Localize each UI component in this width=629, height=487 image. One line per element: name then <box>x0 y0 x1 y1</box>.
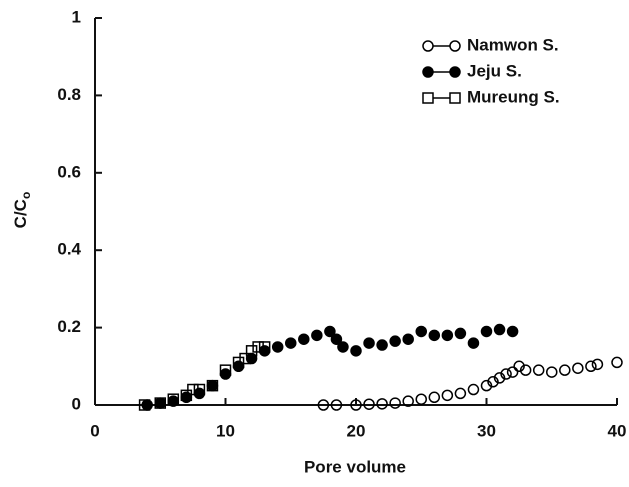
legend-marker <box>449 40 461 52</box>
legend-label: Mureung S. <box>467 87 560 106</box>
marker <box>271 341 284 353</box>
marker <box>480 325 493 338</box>
marker <box>402 333 414 345</box>
marker <box>493 323 506 336</box>
x-tick-label: 30 <box>477 421 496 440</box>
marker <box>415 325 427 338</box>
legend-label: Jeju S. <box>467 61 522 80</box>
marker <box>415 393 427 405</box>
marker <box>402 395 414 407</box>
marker <box>363 398 375 410</box>
y-tick-label: 0.2 <box>57 317 81 336</box>
marker <box>572 362 584 374</box>
marker <box>532 364 545 376</box>
marker <box>154 397 166 409</box>
x-tick-label: 40 <box>608 421 627 440</box>
y-label-main: C/C <box>11 199 30 228</box>
marker <box>441 329 454 342</box>
marker <box>591 358 604 371</box>
x-tick-label: 0 <box>90 421 99 440</box>
x-axis-label: Pore volume <box>304 457 406 476</box>
marker <box>258 341 271 353</box>
marker <box>167 393 180 405</box>
marker <box>245 345 258 357</box>
marker <box>324 325 336 338</box>
marker <box>506 366 519 378</box>
legend-marker <box>449 66 461 78</box>
x-tick-label: 10 <box>216 421 235 440</box>
marker <box>487 376 499 388</box>
marker <box>232 360 245 373</box>
marker <box>193 387 206 400</box>
marker <box>219 368 232 380</box>
marker <box>239 352 251 365</box>
marker <box>206 379 219 392</box>
y-label-sub: o <box>19 192 33 199</box>
marker <box>350 345 362 357</box>
marker <box>428 391 441 404</box>
marker <box>441 389 454 402</box>
y-tick-label: 0.4 <box>57 240 81 259</box>
marker <box>454 327 467 340</box>
marker <box>187 383 199 396</box>
marker <box>206 379 219 392</box>
marker <box>350 399 362 411</box>
marker <box>138 399 151 411</box>
marker <box>389 335 401 347</box>
marker <box>585 360 597 373</box>
y-axis-label: C/Co <box>11 192 33 229</box>
marker <box>376 339 388 351</box>
marker <box>467 383 480 396</box>
marker <box>454 387 467 400</box>
marker <box>376 398 388 410</box>
marker <box>311 329 323 342</box>
marker <box>298 333 310 345</box>
y-tick-label: 1 <box>72 7 81 26</box>
marker <box>611 356 623 369</box>
marker <box>141 399 153 411</box>
legend-marker <box>422 66 434 78</box>
marker <box>193 383 206 396</box>
marker <box>480 379 493 392</box>
marker <box>428 329 441 342</box>
marker <box>546 366 558 378</box>
legend-marker <box>422 40 434 52</box>
marker <box>330 399 343 411</box>
marker <box>285 337 297 349</box>
marker <box>219 364 232 376</box>
marker <box>245 352 258 365</box>
marker <box>467 337 480 349</box>
y-tick-label: 0 <box>72 394 81 413</box>
marker <box>154 397 166 409</box>
marker <box>500 368 512 380</box>
marker <box>330 333 343 345</box>
marker <box>252 341 264 353</box>
legend-label: Namwon S. <box>467 35 559 54</box>
y-tick-label: 0.6 <box>57 162 81 181</box>
legend-marker <box>422 92 434 104</box>
legend-marker <box>449 92 461 104</box>
marker <box>363 337 375 349</box>
marker <box>559 364 571 376</box>
x-tick-label: 20 <box>347 421 366 440</box>
marker <box>258 345 271 357</box>
marker <box>513 360 525 373</box>
marker <box>389 397 401 409</box>
marker <box>519 364 532 376</box>
marker <box>337 341 349 353</box>
marker <box>180 389 193 402</box>
marker <box>317 399 330 411</box>
marker <box>506 325 519 338</box>
marker <box>232 356 245 369</box>
y-tick-label: 0.8 <box>57 85 81 104</box>
marker <box>493 372 506 384</box>
